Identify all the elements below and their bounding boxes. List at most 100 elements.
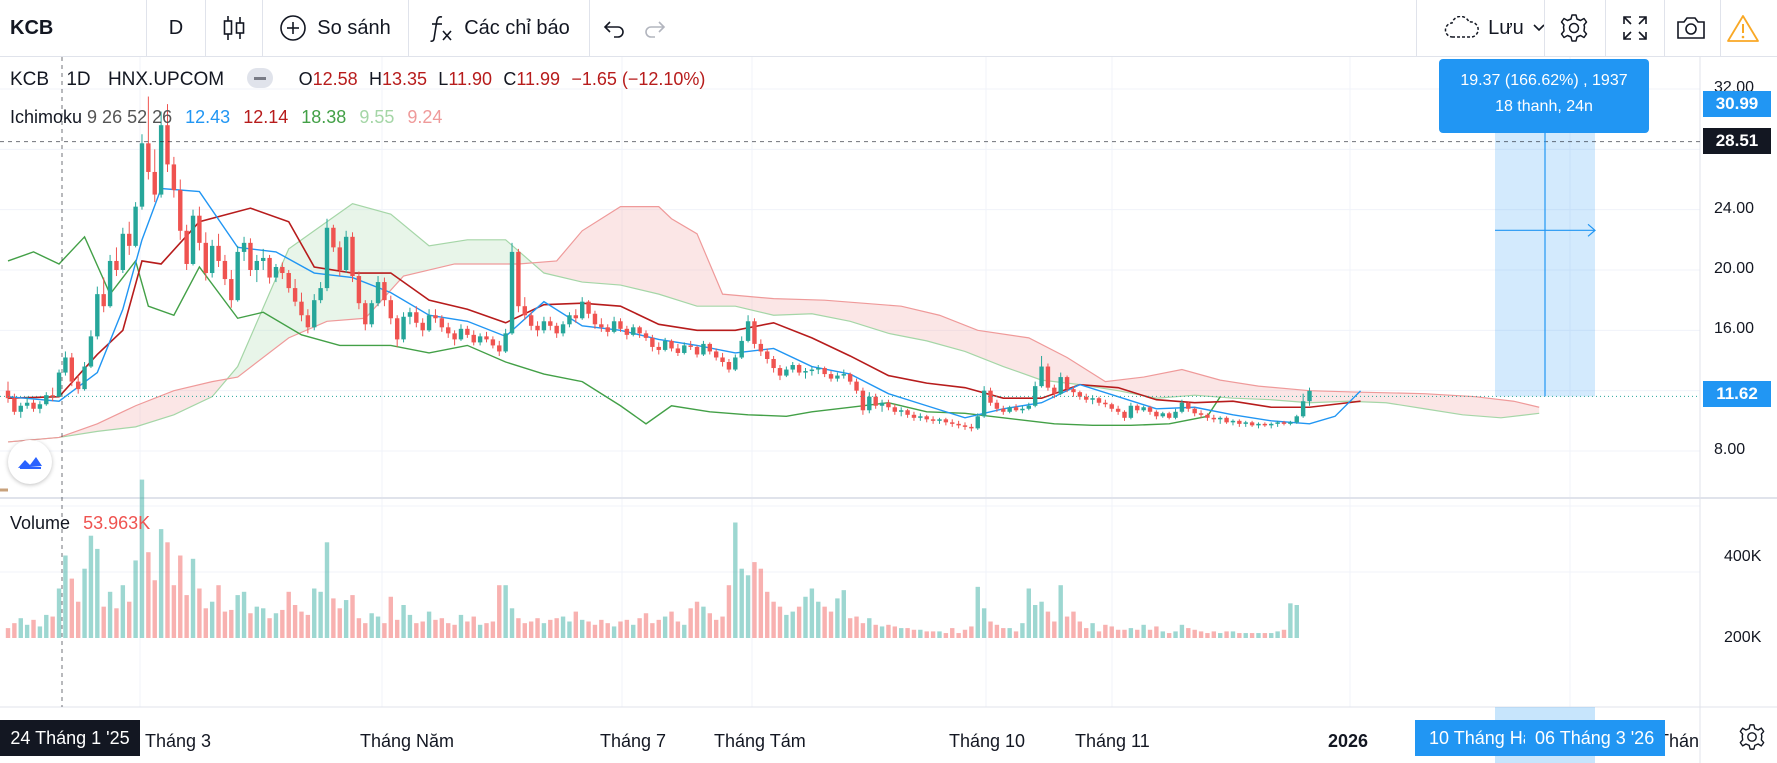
symbol-search-button[interactable]: KCB [0, 0, 150, 56]
volume-bar [69, 578, 74, 638]
ichimoku-params: 9 26 52 26 [87, 107, 173, 127]
chart-canvas[interactable] [0, 57, 1777, 763]
measure-tooltip-line1: 19.37 (166.62%) , 1937 [1460, 72, 1628, 89]
hide-legend-button[interactable] [247, 67, 274, 88]
candle-body [1096, 398, 1102, 403]
separator [146, 0, 147, 56]
warning-icon [1727, 15, 1759, 42]
compare-button[interactable]: So sánh [263, 0, 407, 56]
volume-bar [669, 611, 674, 638]
volume-bar [229, 609, 234, 638]
candle-body [286, 273, 291, 289]
volume-bar [286, 591, 291, 638]
volume-bar [56, 588, 62, 638]
candle-body [841, 374, 846, 376]
volume-bar [809, 588, 815, 638]
volume-bar [452, 624, 457, 638]
candle-body [1243, 422, 1248, 424]
candle-body [682, 345, 687, 353]
chart-area[interactable]: KCB 1D HNX.UPCOM O12.58 H13.35 L11.90 C1… [0, 57, 1777, 763]
candle-body [765, 351, 770, 359]
candle-body [1109, 404, 1114, 409]
candle-body [490, 339, 496, 346]
save-button[interactable]: Lưu [1420, 0, 1570, 56]
volume-bar [554, 618, 559, 638]
candle-body [1205, 414, 1210, 418]
volume-bar [261, 608, 266, 638]
volume-bar [535, 618, 540, 638]
volume-bar [905, 628, 910, 638]
fullscreen-button[interactable] [1609, 0, 1661, 56]
measure-tooltip-line2: 18 thanh, 24n [1495, 98, 1593, 115]
volume-bar [267, 618, 272, 638]
candle-body [624, 328, 630, 335]
volume-bar [12, 623, 17, 638]
time-label: Tháng 3 [145, 731, 212, 751]
candle-body [158, 125, 164, 195]
volume-bar [388, 596, 393, 638]
candle-body [369, 303, 374, 325]
close-value: 11.99 [516, 69, 561, 89]
volume-bar [835, 598, 840, 638]
candle-body [930, 419, 936, 421]
candle-body [509, 251, 515, 334]
volume-bar [611, 626, 617, 638]
candle-body [1077, 392, 1083, 397]
save-label: Lưu [1488, 16, 1524, 39]
candle-body [152, 171, 157, 195]
candle-body [388, 300, 393, 319]
volume-bar [1020, 623, 1025, 638]
candle-body [886, 402, 891, 408]
volume-bar [280, 609, 285, 638]
cloud-bearish [537, 206, 1540, 418]
candle-body [643, 333, 649, 338]
candle-body [1026, 405, 1031, 409]
volume-bar [324, 542, 330, 638]
settings-button[interactable] [1548, 0, 1600, 56]
volume-bar [847, 618, 853, 638]
candle-body [248, 242, 253, 270]
volume-bar [605, 623, 610, 638]
volume-bar [528, 621, 534, 638]
candle-body [1013, 407, 1019, 411]
candle-body [573, 315, 579, 319]
candle-body [1256, 423, 1261, 426]
volume-bar [1071, 611, 1076, 638]
redo-button[interactable] [634, 0, 676, 56]
volume-bar [312, 588, 317, 638]
candle-body [892, 407, 898, 412]
chart-type-button[interactable] [206, 0, 262, 56]
indicators-button[interactable]: Các chỉ báo [409, 0, 589, 56]
volume-bar [1179, 624, 1185, 638]
candle-body [146, 143, 151, 172]
interval-button[interactable]: D [147, 0, 205, 56]
volume-bar [1103, 624, 1108, 638]
candle-body [382, 282, 387, 301]
measure-start-time-label: 10 Tháng Hai '26 [1415, 720, 1525, 756]
candle-body [1230, 420, 1236, 423]
candle-body [1249, 422, 1255, 426]
candle-body [324, 227, 330, 289]
candle-body [452, 333, 457, 340]
candle-body [31, 402, 36, 409]
screenshot-button[interactable] [1665, 0, 1717, 56]
volume-bar [318, 591, 323, 638]
candle-body [1084, 396, 1089, 400]
volume-bar [879, 626, 885, 638]
candle-body [356, 276, 362, 304]
candle-body [1147, 407, 1153, 412]
volume-bar [509, 608, 515, 638]
undo-button[interactable] [593, 0, 635, 56]
volume-bar [356, 618, 362, 638]
volume-bar [1249, 633, 1255, 638]
volume-bar [133, 560, 138, 638]
crosshair-time-label: 24 Tháng 1 '25 [0, 720, 140, 756]
brand-logo-button[interactable] [8, 440, 52, 484]
candle-body [835, 375, 840, 379]
candle-body [439, 318, 445, 328]
candle-body [1237, 420, 1242, 424]
volume-bar [114, 608, 119, 638]
scale-settings-button[interactable] [1738, 723, 1770, 755]
candle-body [312, 300, 317, 328]
warning-button[interactable] [1722, 0, 1777, 56]
